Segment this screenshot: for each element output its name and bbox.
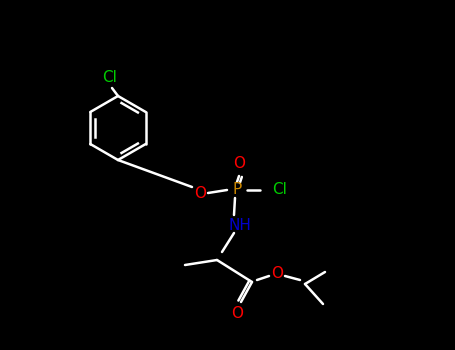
- Text: O: O: [271, 266, 283, 281]
- Text: O: O: [231, 306, 243, 321]
- Text: Cl: Cl: [272, 182, 287, 197]
- Text: Cl: Cl: [102, 70, 117, 85]
- Text: NH: NH: [228, 217, 252, 232]
- Text: P: P: [233, 182, 242, 197]
- Text: O: O: [233, 156, 245, 172]
- Text: O: O: [194, 186, 206, 201]
